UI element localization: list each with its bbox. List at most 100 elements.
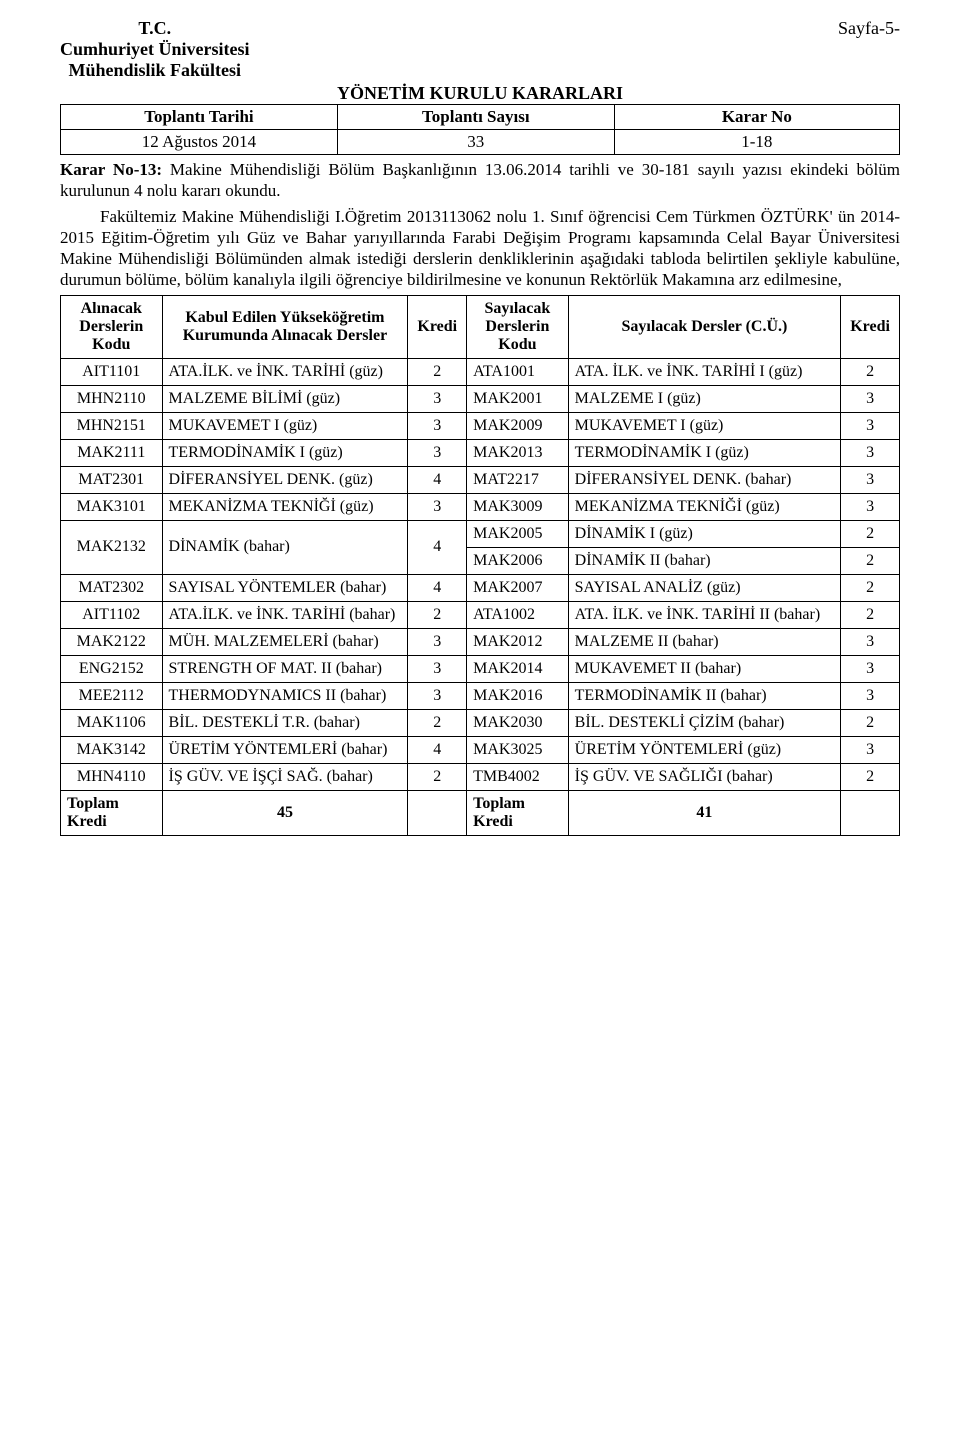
cell-code-a: MAK2132 [61,520,163,574]
cell-code-a: MAK3142 [61,736,163,763]
cell-code-a: MHN4110 [61,763,163,790]
cell-kredi-b: 2 [841,709,900,736]
total-val-left: 45 [162,790,408,835]
course-equivalence-table: Alınacak Derslerin Kodu Kabul Edilen Yük… [60,295,900,836]
cell-code-a: MAT2301 [61,466,163,493]
page-number: Sayfa-5- [838,18,900,39]
cell-kredi-b: 2 [841,601,900,628]
cell-code-b: MAK2012 [467,628,569,655]
cell-course-b: DİNAMİK I (güz) [568,520,841,547]
total-label-left: Toplam Kredi [61,790,163,835]
cell-code-b: MAK2009 [467,412,569,439]
cell-code-b: MAK2001 [467,385,569,412]
table-row: MAK2111TERMODİNAMİK I (güz)3MAK2013TERMO… [61,439,900,466]
cell-course-b: TERMODİNAMİK I (güz) [568,439,841,466]
cell-kredi-a: 2 [408,763,467,790]
faculty-name: Mühendislik Fakültesi [60,60,249,81]
cell-code-b: MAK2007 [467,574,569,601]
meta-v1: 12 Ağustos 2014 [61,130,338,155]
cell-course-b: MUKAVEMET I (güz) [568,412,841,439]
cell-kredi-a: 4 [408,520,467,574]
total-val-right: 41 [568,790,841,835]
table-row: MAK3142ÜRETİM YÖNTEMLERİ (bahar)4MAK3025… [61,736,900,763]
cell-kredi-b: 2 [841,547,900,574]
cell-course-a: SAYISAL YÖNTEMLER (bahar) [162,574,408,601]
cell-course-a: İŞ GÜV. VE İŞÇİ SAĞ. (bahar) [162,763,408,790]
cell-kredi-b: 2 [841,574,900,601]
total-label-right: Toplam Kredi [467,790,569,835]
cell-code-a: MAK2111 [61,439,163,466]
cell-code-a: MEE2112 [61,682,163,709]
cell-course-b: ATA. İLK. ve İNK. TARİHİ I (güz) [568,358,841,385]
cell-code-b: MAT2217 [467,466,569,493]
karar-paragraph: Karar No-13: Makine Mühendisliği Bölüm B… [60,159,900,202]
cell-code-b: MAK2030 [467,709,569,736]
cell-kredi-b: 2 [841,520,900,547]
cell-kredi-a: 2 [408,358,467,385]
table-row: ENG2152STRENGTH OF MAT. II (bahar)3MAK20… [61,655,900,682]
table-row: MHN2151MUKAVEMET I (güz)3MAK2009MUKAVEME… [61,412,900,439]
cell-code-b: MAK2006 [467,547,569,574]
cell-kredi-b: 3 [841,736,900,763]
cell-course-b: ÜRETİM YÖNTEMLERİ (güz) [568,736,841,763]
cell-code-a: MAT2302 [61,574,163,601]
cell-code-b: MAK2005 [467,520,569,547]
cell-course-b: SAYISAL ANALİZ (güz) [568,574,841,601]
blank-cell [408,790,467,835]
karar-label: Karar No-13: [60,160,162,179]
cell-course-a: MÜH. MALZEMELERİ (bahar) [162,628,408,655]
cell-course-b: DİNAMİK II (bahar) [568,547,841,574]
cell-code-b: ATA1002 [467,601,569,628]
table-row: MAK3101MEKANİZMA TEKNİĞİ (güz)3MAK3009ME… [61,493,900,520]
cell-code-b: ATA1001 [467,358,569,385]
cell-course-a: BİL. DESTEKLİ T.R. (bahar) [162,709,408,736]
th-alinacak-kod: Alınacak Derslerin Kodu [61,295,163,358]
totals-row: Toplam Kredi 45 Toplam Kredi 41 [61,790,900,835]
cell-kredi-b: 3 [841,412,900,439]
cell-course-a: STRENGTH OF MAT. II (bahar) [162,655,408,682]
cell-course-b: BİL. DESTEKLİ ÇİZİM (bahar) [568,709,841,736]
cell-kredi-b: 3 [841,439,900,466]
meta-h2: Toplantı Sayısı [337,105,614,130]
cell-kredi-a: 2 [408,709,467,736]
cell-course-a: MALZEME BİLİMİ (güz) [162,385,408,412]
cell-kredi-b: 3 [841,655,900,682]
cell-course-b: ATA. İLK. ve İNK. TARİHİ II (bahar) [568,601,841,628]
cell-code-a: MHN2110 [61,385,163,412]
karar-text: Makine Mühendisliği Bölüm Başkanlığının … [60,160,900,200]
table-row: MAT2302SAYISAL YÖNTEMLER (bahar)4MAK2007… [61,574,900,601]
cell-kredi-a: 3 [408,628,467,655]
table-row: AIT1102ATA.İLK. ve İNK. TARİHİ (bahar)2A… [61,601,900,628]
cell-kredi-a: 3 [408,493,467,520]
document-page: T.C. Cumhuriyet Üniversitesi Mühendislik… [0,0,960,856]
cell-kredi-b: 2 [841,763,900,790]
meeting-meta-table: Toplantı Tarihi Toplantı Sayısı Karar No… [60,104,900,155]
cell-course-b: MALZEME II (bahar) [568,628,841,655]
cell-kredi-a: 3 [408,439,467,466]
cell-kredi-b: 3 [841,385,900,412]
cell-code-b: MAK2013 [467,439,569,466]
cell-kredi-b: 2 [841,358,900,385]
cell-course-a: THERMODYNAMICS II (bahar) [162,682,408,709]
cell-kredi-b: 3 [841,628,900,655]
blank-cell [841,790,900,835]
cell-course-a: TERMODİNAMİK I (güz) [162,439,408,466]
cell-course-a: ÜRETİM YÖNTEMLERİ (bahar) [162,736,408,763]
cell-kredi-a: 3 [408,682,467,709]
th-kabul-dersler: Kabul Edilen Yükseköğretim Kurumunda Alı… [162,295,408,358]
table-row: MAK1106BİL. DESTEKLİ T.R. (bahar)2MAK203… [61,709,900,736]
cell-course-a: ATA.İLK. ve İNK. TARİHİ (bahar) [162,601,408,628]
cell-course-a: MUKAVEMET I (güz) [162,412,408,439]
cell-code-b: MAK2016 [467,682,569,709]
cell-code-a: MAK2122 [61,628,163,655]
cell-code-a: AIT1102 [61,601,163,628]
body-paragraph: Fakültemiz Makine Mühendisliği I.Öğretim… [60,206,900,291]
th-sayilacak-dersler: Sayılacak Dersler (C.Ü.) [568,295,841,358]
meta-value-row: 12 Ağustos 2014 33 1-18 [61,130,900,155]
cell-kredi-a: 2 [408,601,467,628]
university-name: Cumhuriyet Üniversitesi [60,39,249,60]
table-row: MEE2112THERMODYNAMICS II (bahar)3MAK2016… [61,682,900,709]
institution-header: T.C. Cumhuriyet Üniversitesi Mühendislik… [60,18,249,81]
th-sayilacak-kod: Sayılacak Derslerin Kodu [467,295,569,358]
table-row: MAK2132 DİNAMİK (bahar) 4 MAK2005 DİNAMİ… [61,520,900,547]
